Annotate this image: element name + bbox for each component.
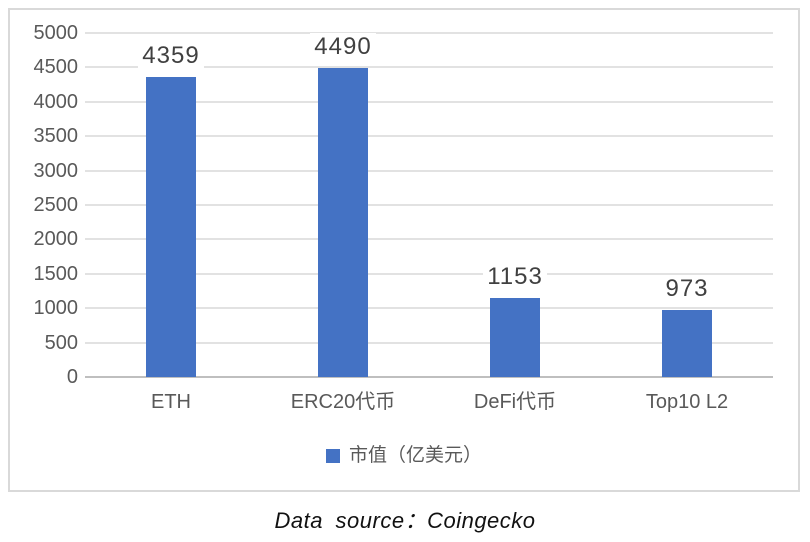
gridline (85, 32, 773, 34)
gridline (85, 307, 773, 310)
y-tick-label: 3000 (33, 159, 79, 182)
bar-value-label: 1153 (455, 262, 575, 290)
x-tick-label: DeFi代币 (473, 391, 557, 413)
bar-value-text: 1153 (483, 262, 547, 290)
y-tick-label: 500 (44, 331, 78, 354)
gridline (85, 272, 773, 275)
y-tick-label: 3500 (33, 125, 79, 148)
y-tick-label: 1500 (33, 262, 79, 285)
x-tick-label: Top10 L2 (645, 391, 729, 413)
bar (318, 68, 368, 377)
legend: 市值（亿美元） (8, 444, 800, 468)
gridline (85, 169, 773, 172)
gridline (85, 66, 773, 69)
bar (662, 310, 712, 377)
x-axis-line (85, 376, 773, 378)
y-tick-label: 1000 (33, 297, 79, 320)
legend-marker-icon (325, 449, 340, 463)
gridline (85, 204, 773, 206)
gridline (85, 135, 773, 138)
bar-value-text: 4490 (310, 33, 376, 61)
bar-value-label: 4359 (111, 42, 231, 70)
chart-frame (8, 8, 800, 492)
bar-value-text: 973 (661, 275, 713, 303)
y-tick-label: 0 (66, 366, 78, 388)
bar (146, 77, 196, 377)
legend-label: 市值（亿美元） (348, 445, 482, 466)
bar-value-label: 4490 (283, 33, 403, 61)
y-tick-label: 2000 (33, 228, 79, 251)
y-tick-label: 2500 (33, 194, 79, 216)
gridline (85, 238, 773, 241)
x-tick-label: ETH (151, 391, 191, 413)
bar (490, 297, 540, 377)
y-tick-label: 4500 (33, 56, 79, 79)
gridline (85, 100, 773, 103)
data-source-caption: Data source：Coingecko (274, 508, 536, 533)
bar-value-text: 4359 (138, 42, 204, 70)
y-tick-label: 4000 (33, 90, 79, 113)
bar-value-label: 973 (627, 275, 747, 303)
x-tick-label: ERC20代币 (290, 391, 396, 413)
y-tick-label: 5000 (33, 22, 79, 44)
gridline (85, 341, 773, 344)
